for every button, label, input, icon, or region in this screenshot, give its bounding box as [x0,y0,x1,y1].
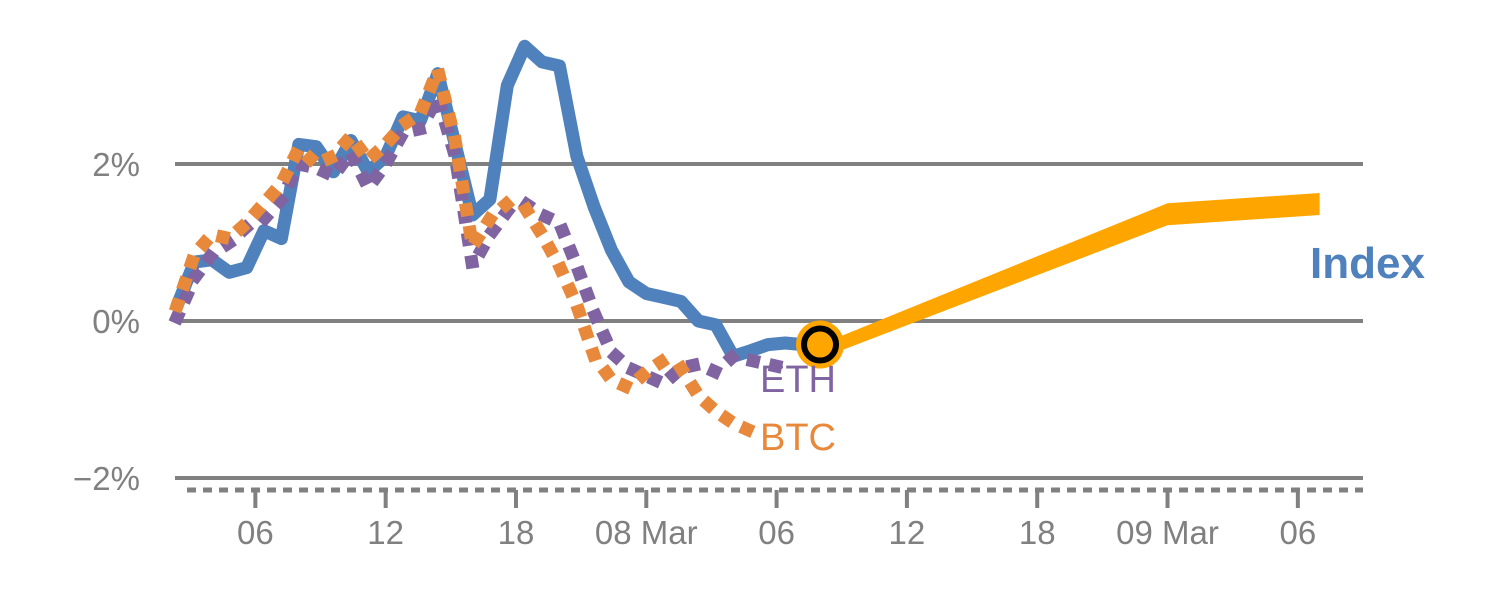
x-axis-tick-labels: 06 12 18 08 Mar 06 12 18 09 Mar 06 [237,514,1316,551]
y-axis-tick-labels: 2% 0% −2% [73,146,140,497]
x-tick-label-0: 06 [237,514,274,551]
series-line-btc [168,63,760,440]
current-point-marker[interactable] [796,320,845,369]
x-tick-label-7: 09 Mar [1116,514,1219,551]
forecast-cone [820,193,1320,359]
x-tick-label-5: 12 [889,514,926,551]
x-tick-label-1: 12 [367,514,404,551]
y-tick-label-2: −2% [73,460,140,497]
marker-ring[interactable] [801,325,840,364]
series-line-eth [168,90,794,391]
data-series [168,39,827,440]
y-tick-label-1: 0% [92,303,140,340]
x-tick-label-3: 08 Mar [595,514,698,551]
series-line-index [170,39,827,363]
series-label-index: Index [1310,239,1425,288]
series-labels: Index ETH BTC [760,239,1425,459]
x-tick-label-6: 18 [1019,514,1056,551]
forecast-cone-shape [820,193,1320,359]
x-axis-ticks [253,490,1300,508]
x-tick-label-4: 06 [758,514,795,551]
series-label-eth: ETH [760,359,836,401]
x-tick-label-8: 06 [1279,514,1316,551]
y-tick-label-0: 2% [92,146,140,183]
series-label-btc: BTC [760,417,836,459]
x-tick-label-2: 18 [498,514,535,551]
